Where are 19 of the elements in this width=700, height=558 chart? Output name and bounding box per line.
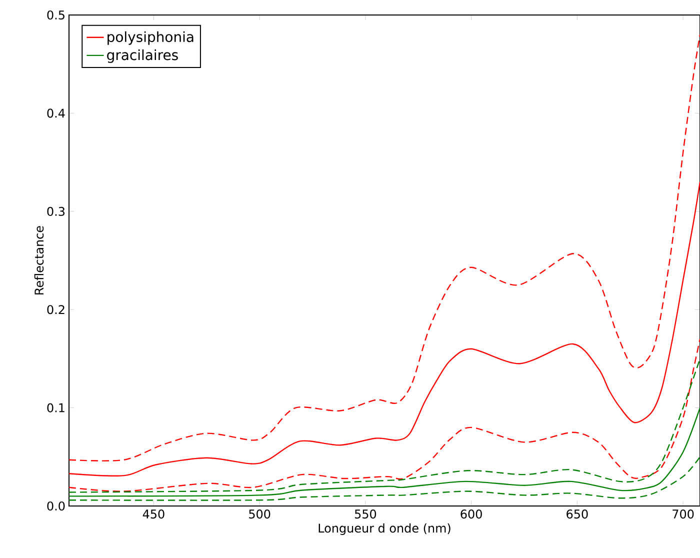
x-tick-label: 550 [354, 510, 376, 519]
y-tick-label: 0.5 [47, 10, 64, 20]
x-tick-label: 600 [460, 510, 482, 519]
y-axis-title: Reflectance [34, 226, 44, 294]
legend-label: gracilaires [107, 49, 178, 63]
y-tick-label: 0.3 [47, 206, 65, 216]
x-tick-label: 450 [142, 510, 164, 519]
y-tick-label: 0.2 [47, 305, 64, 314]
x-axis-title: Longueur d onde (nm) [318, 523, 450, 535]
x-tick-label: 700 [672, 510, 694, 519]
line-series [69, 407, 700, 497]
x-tick-label: 650 [566, 510, 588, 519]
y-tick-label: 0.1 [47, 403, 64, 412]
y-tick-label: 0.4 [47, 108, 65, 118]
line-series [69, 181, 700, 476]
legend-label: polysiphonia [108, 31, 194, 45]
x-tick-label: 500 [249, 510, 270, 519]
line-series [69, 456, 700, 501]
y-tick-label: 0.0 [47, 501, 65, 511]
